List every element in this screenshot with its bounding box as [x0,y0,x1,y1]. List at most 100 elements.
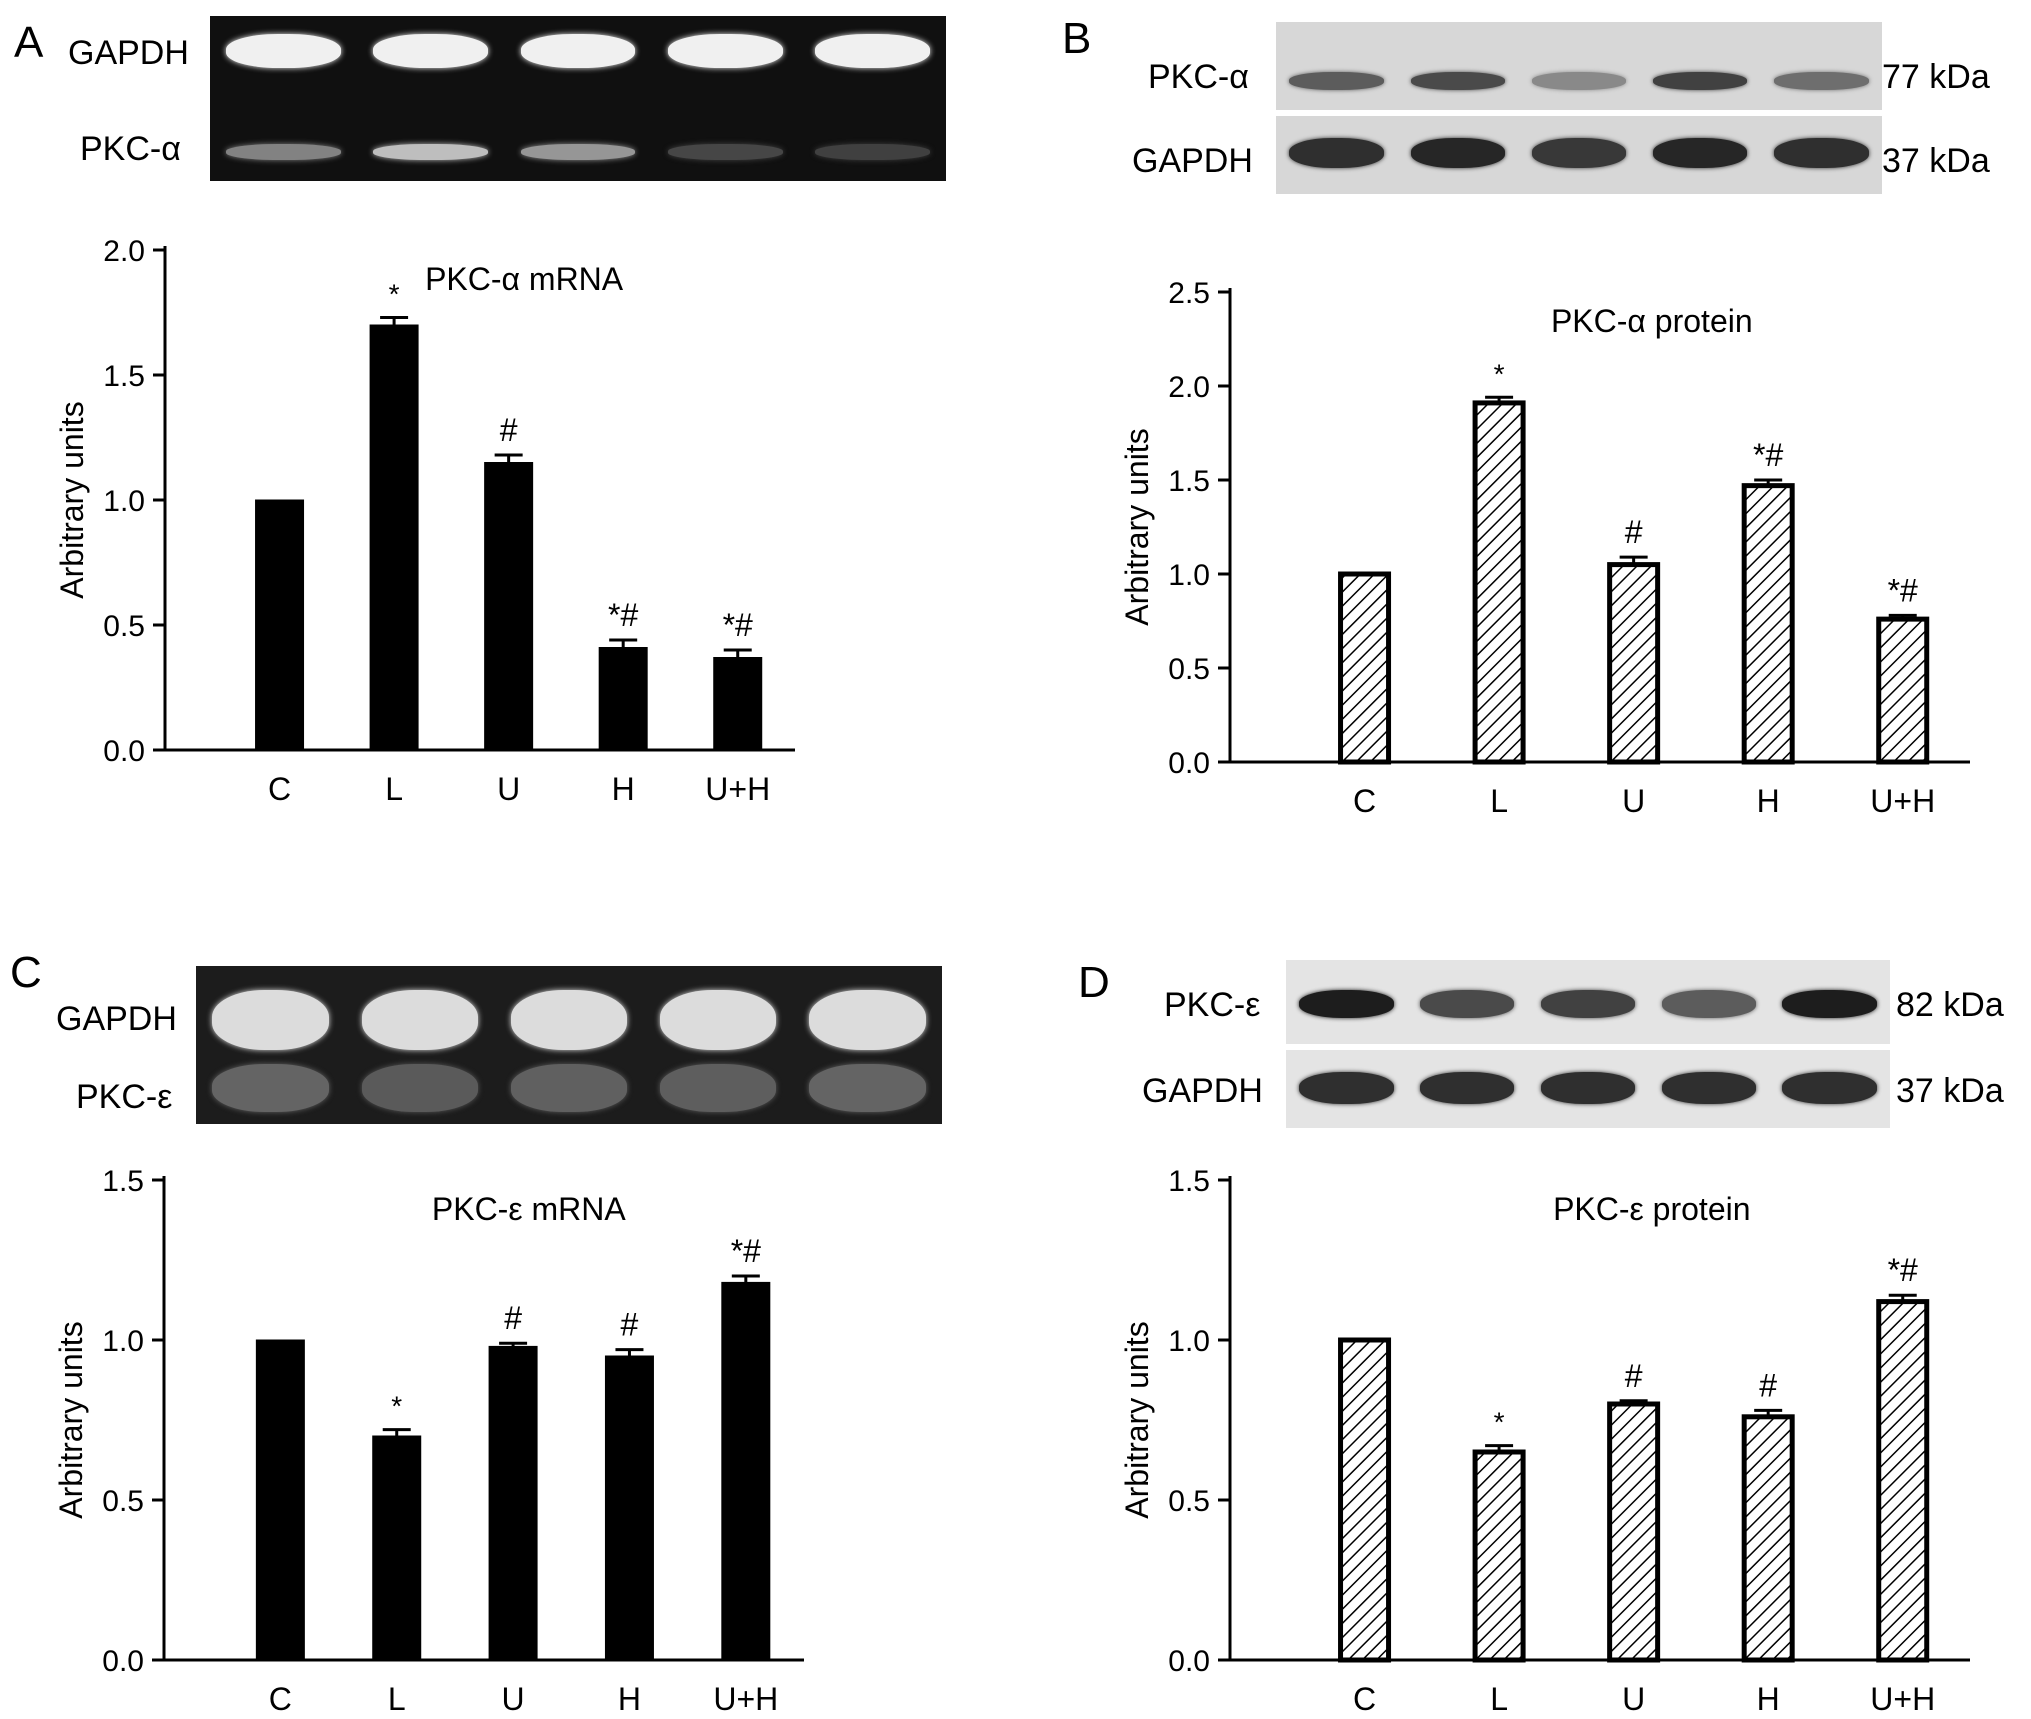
blot-band [1661,990,1756,1018]
blot-band [1420,990,1515,1018]
x-tick-label: U [1622,1681,1645,1717]
y-axis-label: Arbitrary units [1119,1321,1155,1518]
significance-label: * [389,279,400,310]
x-tick-label: L [1490,783,1508,819]
y-tick-label: 0.0 [1168,1645,1210,1678]
blot-band [809,990,926,1050]
blot-band [660,1064,777,1112]
blot-band [1299,990,1394,1018]
blot-band [1531,138,1627,168]
significance-label: # [621,1307,639,1343]
x-tick-label: C [1353,783,1376,819]
panel-c-letter: C [10,948,42,997]
chart-title: PKC-α protein [1551,303,1753,339]
significance-label: * [391,1391,402,1422]
y-tick-label: 1.0 [1168,559,1210,592]
x-tick-label: C [1353,1681,1376,1717]
x-tick-label: U+H [705,771,770,807]
blot-band [1652,72,1748,90]
blot-band [660,990,777,1050]
panel-c-pkc-label: PKC-ε [76,1078,173,1116]
y-tick-label: 1.0 [1168,1325,1210,1358]
y-tick-label: 1.5 [1168,1165,1210,1198]
y-tick-label: 1.5 [1168,465,1210,498]
bar [1338,571,1392,765]
significance-label: * [1494,1407,1505,1438]
panel-b-kda-1: 77 kDa [1882,58,1990,96]
bar [1607,562,1661,765]
panel-a-pkc-label: PKC-α [80,130,181,168]
blot-band [667,144,783,160]
x-tick-label: U [497,771,520,807]
x-tick-label: H [1757,783,1780,819]
bar [484,462,534,751]
chart-title: PKC-α mRNA [425,261,624,297]
panel-c-chart: 0.0 0.5 1.0 1.5 Arbitrary units PKC-ε mRNA C * L… [53,1165,804,1717]
blot-band [1289,138,1384,168]
y-tick-label: 0.0 [1168,747,1210,780]
significance-label: # [500,412,518,448]
significance-label: *# [1753,437,1783,473]
blot-band [510,1064,628,1112]
significance-label: # [1625,514,1643,550]
y-axis-label: Arbitrary units [1119,428,1155,625]
chart-title: PKC-ε mRNA [432,1191,626,1227]
panel-d-gapdh-label: GAPDH [1142,1072,1263,1110]
panel-b-chart: 0.0 0.5 1.0 1.5 2.0 2.5 Arbitrary units PKC-α p… [1119,277,1970,819]
bar [604,1355,654,1661]
significance-label: # [1625,1358,1643,1394]
y-axis-label: Arbitrary units [54,401,90,598]
bar [369,324,419,751]
panel-b-letter: B [1062,14,1092,63]
bar [1741,483,1795,765]
panel-b-blot-bottom [1276,116,1882,194]
blot-band [809,1064,926,1112]
x-tick-label: L [1490,1681,1508,1717]
x-tick-label: H [618,1681,641,1717]
x-tick-label: L [385,771,403,807]
blot-band [1782,1072,1877,1104]
blot-band [1540,990,1636,1018]
panel-d-chart: 0.0 0.5 1.0 1.5 Arbitrary units PKC-ε protein… [1119,1165,1970,1717]
blot-band [1661,1072,1756,1104]
significance-label: *# [723,607,753,643]
blot-band [1410,72,1506,90]
blot-band [361,990,478,1050]
blot-band [1774,72,1869,90]
panel-a-letter: A [14,18,44,67]
bar [1472,1449,1526,1663]
y-tick-label: 1.5 [103,360,145,393]
blot-band [1652,138,1748,168]
y-tick-label: 0.5 [1168,1485,1210,1518]
blot-band [520,144,636,160]
blot-band [1410,138,1506,168]
y-tick-label: 0.5 [103,610,145,643]
blot-band [510,990,628,1050]
bar [372,1435,422,1661]
significance-label: # [1759,1367,1777,1403]
panel-d-pkc-label: PKC-ε [1164,986,1261,1024]
y-tick-label: 1.5 [102,1165,144,1198]
x-tick-label: L [388,1681,406,1717]
y-tick-label: 0.0 [102,1645,144,1678]
blot-band [226,34,341,68]
y-tick-label: 2.0 [1168,371,1210,404]
blot-band [1420,1072,1515,1104]
blot-band [520,34,636,68]
x-tick-label: U+H [1870,783,1935,819]
bar [488,1345,538,1661]
panel-a-chart: 0.0 0.5 1.0 1.5 2.0 Arbitrary units PKC-α mRNA… [54,235,795,807]
x-tick-label: H [612,771,635,807]
bar [1338,1337,1392,1663]
y-tick-label: 2.0 [103,235,145,268]
x-tick-label: C [268,771,291,807]
significance-label: *# [608,597,638,633]
blot-band [212,990,329,1050]
significance-label: # [504,1300,522,1336]
panel-d-blot-bottom [1286,1050,1890,1128]
y-axis-label: Arbitrary units [53,1321,89,1518]
panel-c-gapdh-label: GAPDH [56,1000,177,1038]
panel-a-gapdh-label: GAPDH [68,34,189,72]
blot-band [373,144,489,160]
